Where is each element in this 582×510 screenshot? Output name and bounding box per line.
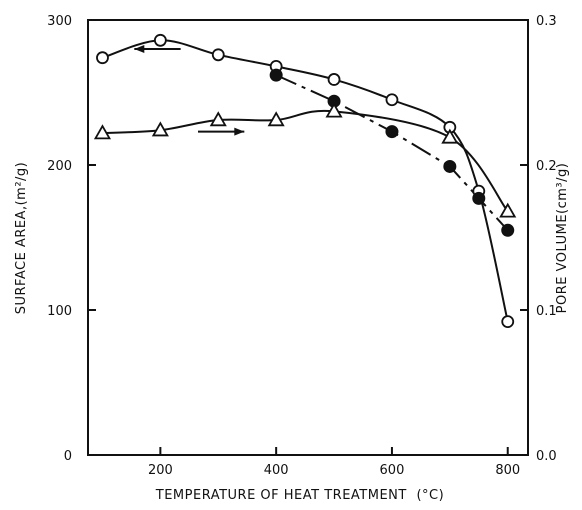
series-2-point (269, 68, 283, 82)
series-3-point (441, 128, 459, 144)
series-3-point (209, 111, 227, 127)
series-1-point (327, 73, 341, 86)
y2-tick-label: 0.0 (536, 449, 557, 464)
x-tick-label: 400 (264, 463, 289, 478)
plot-frame (87, 19, 529, 456)
x-axis-label-text: TEMPERATURE OF HEAT TREATMENT (155, 488, 407, 503)
data-curves (102, 39, 509, 322)
series-1-point (501, 315, 515, 329)
left-axis-arrow-head (134, 45, 145, 53)
series-1-point (96, 51, 109, 65)
x-axis-unit: (°C) (416, 488, 444, 503)
series-3-point (151, 121, 169, 137)
series-1-point (385, 93, 399, 107)
right-axis-arrow-head (234, 127, 245, 136)
series-2-line (275, 74, 509, 231)
y2-axis-label: PORE VOLUME(cm³/g) (555, 163, 570, 314)
x-tick-label: 800 (495, 463, 520, 478)
y-tick-label: 100 (47, 304, 72, 319)
series-3-point (267, 111, 285, 127)
series-1-point (153, 33, 167, 47)
y2-tick-label: 0.1 (536, 304, 557, 319)
series-3-point (499, 202, 517, 218)
series-3-point (325, 102, 343, 118)
series-1-line (102, 39, 509, 322)
series-2-point (385, 125, 399, 139)
y-axis-label: SURFACE AREA,(m²/g) (14, 162, 29, 315)
series-2-point (501, 223, 515, 237)
y2-tick-label: 0.2 (536, 159, 557, 174)
y-tick-label: 200 (47, 159, 72, 174)
annotation-arrows (134, 45, 245, 136)
y-tick-label: 300 (47, 14, 72, 29)
data-markers (93, 33, 517, 329)
y-tick-label: 0 (64, 449, 72, 464)
tick-labels: 200 400 600 800 0 100 200 300 0.0 0.1 0.2 0.3 (47, 14, 557, 478)
plot-area (87, 19, 529, 456)
series-3-point (93, 124, 112, 140)
x-tick-label: 200 (148, 463, 173, 478)
series-2-point (443, 159, 457, 173)
series-1-point (211, 48, 225, 62)
x-tick-label: 600 (380, 463, 405, 478)
x-axis-label: TEMPERATURE OF HEAT TREATMENT (°C) (155, 488, 444, 503)
series-2-point (472, 191, 486, 205)
y2-tick-label: 0.3 (536, 14, 557, 29)
